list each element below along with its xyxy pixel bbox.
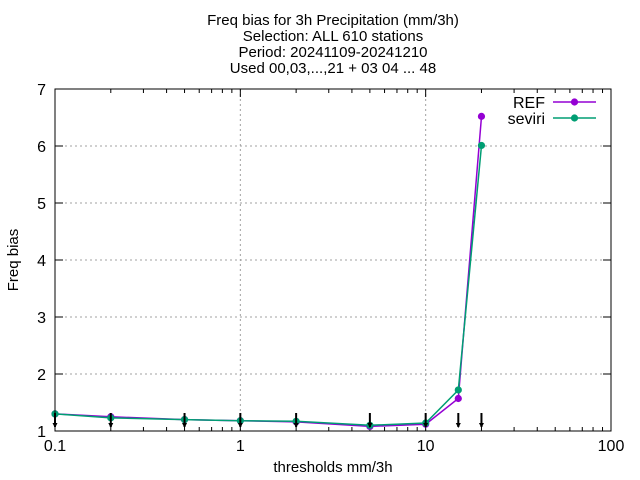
title-line-4: Used 00,03,...,21 + 03 04 ... 48 [230, 60, 436, 77]
threshold-marker-head [367, 423, 373, 428]
y-tick-label: 3 [37, 310, 46, 327]
series-layer [51, 112, 486, 431]
x-tick-label: 100 [598, 438, 625, 455]
title-line-3: Period: 20241109-20241210 [238, 44, 427, 61]
y-axis-label: Freq bias [5, 229, 22, 292]
x-tick-label: 1 [236, 438, 245, 455]
legend-label-seviri: seviri [508, 111, 545, 128]
x-axis-label: thresholds mm/3h [273, 459, 392, 476]
threshold-marker-head [455, 423, 461, 428]
x-tick-label: 10 [417, 438, 435, 455]
y-tick-label: 1 [37, 424, 46, 441]
x-tick-label: 0.1 [44, 438, 66, 455]
y-tick-label: 4 [37, 253, 46, 270]
title-line-2: Selection: ALL 610 stations [243, 28, 423, 45]
grid [55, 89, 611, 431]
threshold-marker-head [108, 423, 114, 428]
legend-marker-seviri [570, 114, 579, 122]
threshold-marker-head [237, 423, 243, 428]
y-tick-label: 2 [37, 367, 46, 384]
threshold-marker-head [423, 423, 429, 428]
legend-marker-REF [570, 98, 579, 106]
threshold-marker-head [478, 423, 484, 428]
threshold-marker-head [182, 423, 188, 428]
title-line-1: Freq bias for 3h Precipitation (mm/3h) [207, 12, 459, 29]
y-tick-label: 7 [37, 82, 46, 99]
series-line-seviri [54, 145, 483, 427]
y-tick-label: 6 [37, 139, 46, 156]
threshold-marker-head [293, 423, 299, 428]
data-point-seviri [454, 386, 462, 394]
plot-frame [54, 88, 612, 432]
series-line-REF [54, 116, 483, 428]
legend-label-REF: REF [513, 95, 545, 112]
chart-title: Freq bias for 3h Precipitation (mm/3h) S… [207, 12, 459, 77]
data-point-seviri [477, 141, 486, 150]
data-point-REF [477, 112, 486, 120]
data-point-REF [454, 394, 462, 403]
y-tick-label: 5 [37, 196, 46, 213]
